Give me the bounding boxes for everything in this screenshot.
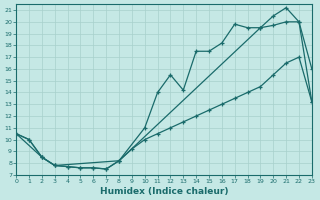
X-axis label: Humidex (Indice chaleur): Humidex (Indice chaleur) (100, 187, 228, 196)
